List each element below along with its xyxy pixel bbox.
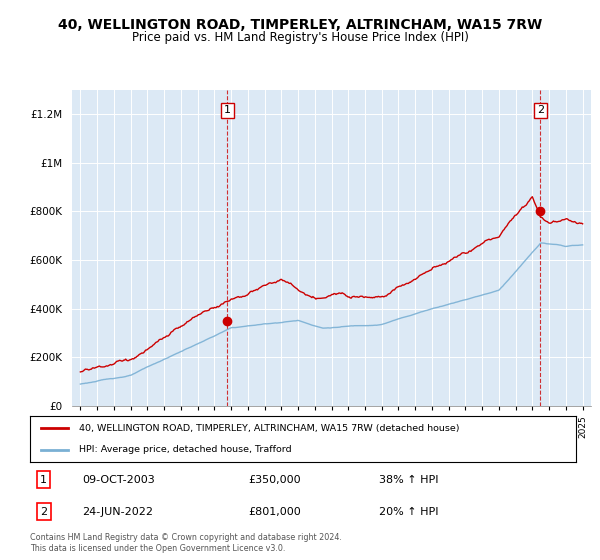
Text: 38% ↑ HPI: 38% ↑ HPI	[379, 475, 439, 484]
Text: £801,000: £801,000	[248, 507, 301, 517]
Text: HPI: Average price, detached house, Trafford: HPI: Average price, detached house, Traf…	[79, 445, 292, 454]
Text: 24-JUN-2022: 24-JUN-2022	[82, 507, 153, 517]
Text: Contains HM Land Registry data © Crown copyright and database right 2024.
This d: Contains HM Land Registry data © Crown c…	[30, 533, 342, 553]
Text: £350,000: £350,000	[248, 475, 301, 484]
Text: 40, WELLINGTON ROAD, TIMPERLEY, ALTRINCHAM, WA15 7RW: 40, WELLINGTON ROAD, TIMPERLEY, ALTRINCH…	[58, 18, 542, 32]
Text: 1: 1	[40, 475, 47, 484]
Text: Price paid vs. HM Land Registry's House Price Index (HPI): Price paid vs. HM Land Registry's House …	[131, 31, 469, 44]
Text: 1: 1	[224, 105, 231, 115]
Text: 40, WELLINGTON ROAD, TIMPERLEY, ALTRINCHAM, WA15 7RW (detached house): 40, WELLINGTON ROAD, TIMPERLEY, ALTRINCH…	[79, 424, 460, 433]
Text: 2: 2	[537, 105, 544, 115]
Text: 2: 2	[40, 507, 47, 517]
Text: 20% ↑ HPI: 20% ↑ HPI	[379, 507, 439, 517]
Text: 09-OCT-2003: 09-OCT-2003	[82, 475, 155, 484]
